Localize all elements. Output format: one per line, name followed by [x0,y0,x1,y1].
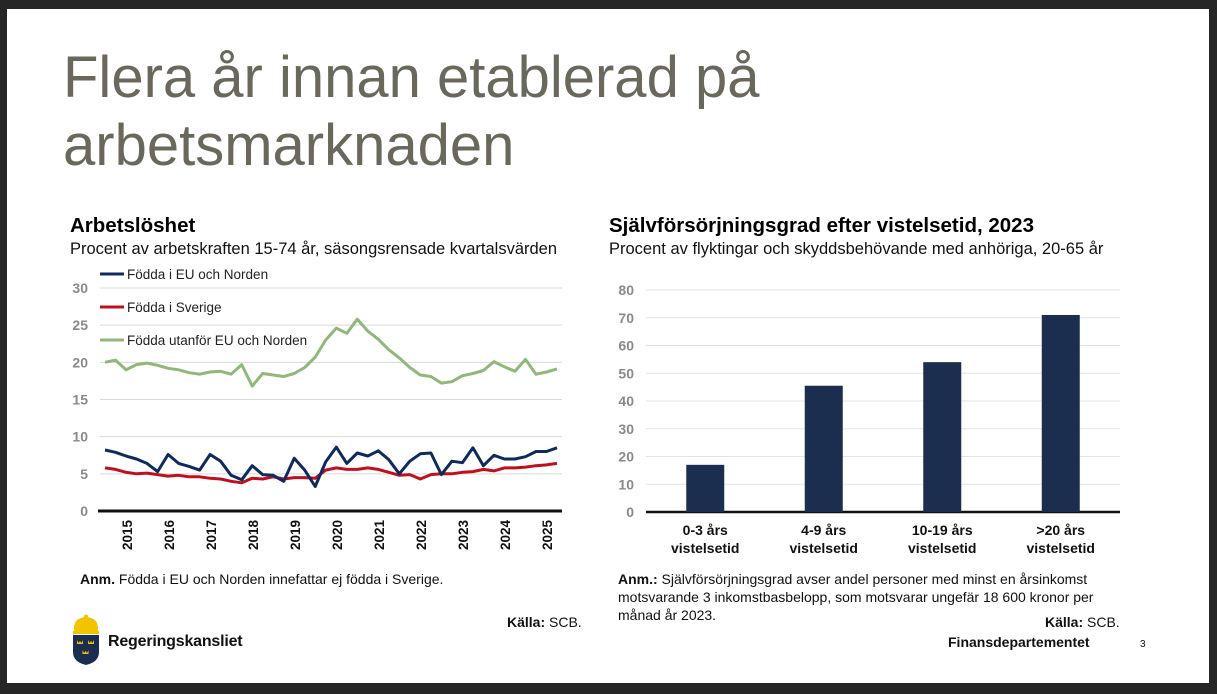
self-sufficiency-source: Källa: SCB. [1045,614,1120,630]
y-tick-label: 30 [72,280,88,296]
x-tick-label: 2023 [456,520,471,551]
unemployment-source: Källa: SCB. [507,614,582,630]
bar [1041,314,1080,512]
department-name: Finansdepartementet [948,634,1090,650]
x-tick-label: 2025 [540,520,555,551]
legend-label: Födda i EU och Norden [127,267,268,282]
bar [923,362,962,512]
source-label: Källa: [507,614,546,630]
series-line [104,461,558,485]
x-tick-label: 2024 [498,520,513,551]
organization-name: Regeringskansliet [108,633,243,650]
y-tick-label: 25 [72,317,88,333]
self-sufficiency-chart-subtitle: Procent av flyktingar och skyddsbehövand… [609,240,1104,258]
x-category-label: vistelsetid [671,540,739,556]
bar [686,464,725,512]
y-tick-label: 0 [626,504,634,520]
unemployment-chart-subtitle: Procent av arbetskraften 15-74 år, säson… [70,240,558,258]
page-number: 3 [1140,639,1146,650]
x-tick-label: 2019 [288,520,303,550]
unemployment-note: Anm. Födda i EU och Norden innefattar ej… [80,570,443,588]
regeringskansliet-logo [70,614,102,666]
y-tick-label: 40 [618,393,634,409]
y-tick-label: 0 [80,503,88,519]
x-tick-label: 2022 [414,520,429,550]
source-text: SCB. [1083,614,1120,630]
y-tick-label: 30 [618,421,634,437]
note-text: Självförsörjningsgrad avser andel person… [618,571,1094,623]
y-tick-label: 60 [618,338,634,354]
y-tick-label: 20 [618,449,634,465]
legend-label: Födda utanför EU och Norden [127,333,307,348]
x-category-label: vistelsetid [1027,540,1095,556]
x-tick-label: 2020 [330,520,345,550]
y-tick-label: 20 [72,354,88,370]
x-category-label: 4-9 års [801,522,846,538]
legend-label: Födda i Sverige [127,300,222,315]
self-sufficiency-chart-title: Självförsörjningsgrad efter vistelsetid,… [609,214,1034,237]
x-category-label: 10-19 års [912,522,973,538]
y-tick-label: 15 [72,392,88,408]
source-text: SCB. [545,614,582,630]
y-tick-label: 50 [618,365,634,381]
x-category-label: vistelsetid [908,540,976,556]
self-sufficiency-note: Anm.: Självförsörjningsgrad avser andel … [618,570,1138,624]
y-tick-label: 10 [72,429,88,445]
x-tick-label: 2021 [372,520,387,551]
x-category-label: vistelsetid [790,540,858,556]
note-label: Anm.: [618,571,658,587]
x-tick-label: 2017 [204,520,219,550]
x-category-label: 0-3 års [683,522,728,538]
note-text: Födda i EU och Norden innefattar ej född… [115,571,444,587]
unemployment-chart-title: Arbetslöshet [70,214,196,237]
crown-shield-icon [73,614,99,665]
x-category-label: >20 års [1036,522,1085,538]
slide-title: Flera år innan etablerad på arbetsmarkna… [63,45,760,178]
series-line [104,317,558,388]
source-label: Källa: [1045,614,1084,630]
y-tick-label: 70 [618,310,634,326]
series-line [104,445,558,488]
y-tick-label: 80 [618,282,634,298]
x-tick-label: 2016 [162,520,177,551]
x-tick-label: 2018 [246,520,261,551]
y-tick-label: 10 [618,476,634,492]
note-label: Anm. [80,571,115,587]
bar [804,385,843,512]
x-tick-label: 2015 [120,520,135,551]
y-tick-label: 5 [80,466,88,482]
